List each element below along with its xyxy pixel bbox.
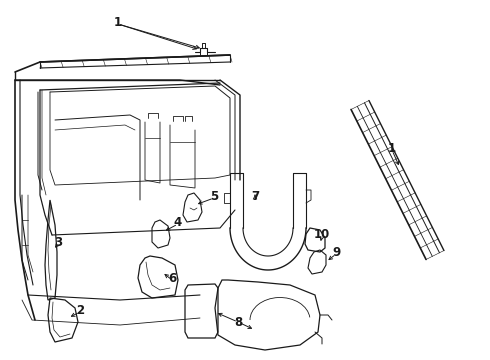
Text: 6: 6 xyxy=(168,271,176,284)
Text: 3: 3 xyxy=(54,235,62,248)
Text: 5: 5 xyxy=(210,189,218,202)
Text: 9: 9 xyxy=(332,246,340,258)
Text: 2: 2 xyxy=(76,303,84,316)
Text: 1: 1 xyxy=(114,15,122,28)
Text: 7: 7 xyxy=(251,189,259,202)
Text: 1: 1 xyxy=(388,141,396,154)
Text: 8: 8 xyxy=(234,315,242,328)
Text: 4: 4 xyxy=(174,216,182,229)
Text: 10: 10 xyxy=(314,228,330,240)
